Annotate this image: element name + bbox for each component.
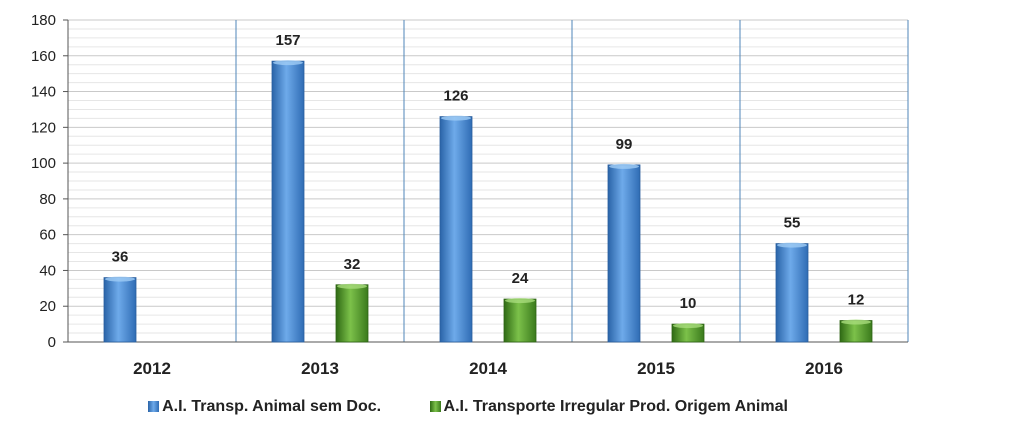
x-tick-label: 2013 (301, 359, 339, 378)
bar-top-highlight (441, 115, 471, 121)
bar-top-highlight (777, 242, 807, 248)
legend-swatch-green (429, 401, 441, 412)
data-label-series-1: 55 (784, 215, 801, 232)
x-tick-label: 2016 (805, 359, 843, 378)
bar-top-highlight (673, 323, 703, 329)
legend-swatch-blue (148, 401, 160, 412)
bar-top-highlight (609, 163, 639, 169)
bar-series-2 (503, 298, 537, 343)
legend-item-series-1: A.I. Transp. Animal sem Doc. (148, 398, 381, 416)
data-label-series-1: 99 (616, 136, 633, 153)
bar-series-1 (607, 164, 641, 343)
data-label-series-2: 10 (680, 295, 697, 312)
y-tick-label: 0 (48, 334, 56, 351)
labels: 0 20 40 60 80 100 120 140 160 180 2012 2013 2014 2015… (31, 12, 864, 378)
bar-top-highlight (505, 298, 535, 304)
y-tick-label: 20 (39, 298, 56, 315)
axes (63, 19, 908, 343)
y-tick-label: 100 (31, 155, 56, 172)
bar-top-highlight (273, 60, 303, 66)
x-tick-label: 2014 (469, 359, 507, 378)
legend-label-series-2: A.I. Transporte Irregular Prod. Origem A… (443, 398, 788, 415)
bar-series-2 (335, 284, 369, 343)
bar-top-highlight (105, 276, 135, 282)
bar-top-highlight (337, 283, 367, 289)
x-tick-label: 2015 (637, 359, 675, 378)
data-label-series-1: 126 (443, 88, 468, 105)
bar-series-1 (775, 243, 809, 343)
x-tick-label: 2012 (133, 359, 171, 378)
legend-label-series-1: A.I. Transp. Animal sem Doc. (162, 398, 382, 415)
data-label-series-2: 24 (512, 270, 529, 287)
data-label-series-2: 12 (848, 292, 865, 309)
bars (103, 60, 873, 343)
data-label-series-1: 157 (275, 32, 300, 49)
y-tick-label: 180 (31, 12, 56, 29)
legend-item-series-2: A.I. Transporte Irregular Prod. Origem A… (429, 398, 788, 416)
legend: A.I. Transp. Animal sem Doc. A.I. Transp… (0, 398, 936, 416)
bar-series-1 (103, 277, 137, 343)
bar-series-1 (439, 116, 473, 343)
bar-series-1 (271, 60, 305, 343)
data-label-series-1: 36 (112, 249, 129, 266)
bar-top-highlight (841, 319, 871, 325)
y-tick-label: 120 (31, 119, 56, 136)
data-label-series-2: 32 (344, 256, 361, 273)
y-tick-label: 60 (39, 227, 56, 244)
y-tick-label: 140 (31, 84, 56, 101)
y-tick-label: 80 (39, 191, 56, 208)
y-tick-label: 160 (31, 48, 56, 65)
y-tick-label: 40 (39, 262, 56, 279)
